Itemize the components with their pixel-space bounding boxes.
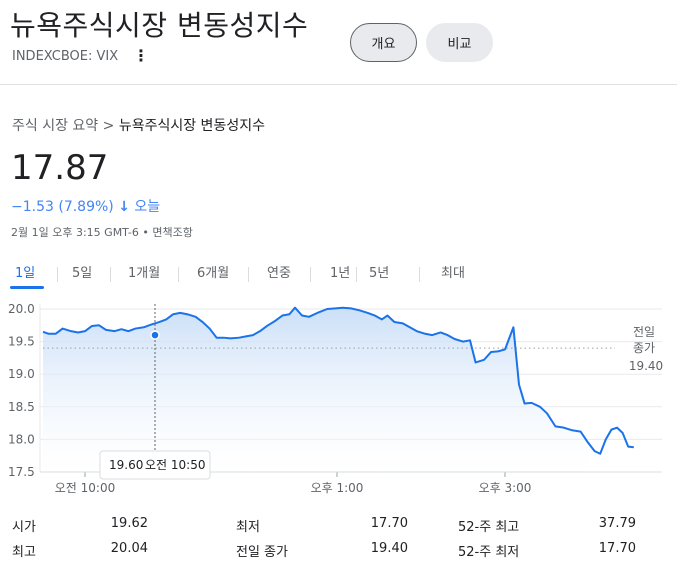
tab-7[interactable]: 최대 <box>441 266 465 281</box>
price-change: −1.53 (7.89%) ↓ 오늘 <box>11 196 160 216</box>
stat-label: 52-주 최저 <box>458 545 520 560</box>
page-title: 뉴욕주식시장 변동성지수 <box>10 9 309 42</box>
tab-separator <box>178 267 179 282</box>
range-tabs: 1일 5일 1개월 6개월 연중 1년 5년 최대 <box>0 262 677 288</box>
x-tick-label: 오후 1:00 <box>311 481 364 495</box>
x-tick-label: 오후 3:00 <box>479 481 532 495</box>
header-divider <box>0 84 677 85</box>
stat-label: 시가 <box>12 520 36 535</box>
previous-close-label: 전일 <box>633 325 655 339</box>
down-arrow-icon: ↓ <box>118 199 130 215</box>
y-tick-label: 17.5 <box>8 465 35 479</box>
stat-value: 17.70 <box>370 516 408 531</box>
active-tab-underline <box>10 286 44 289</box>
stat-label: 최저 <box>236 520 260 535</box>
tooltip-box <box>99 450 211 480</box>
tab-separator <box>110 267 111 282</box>
stat-value: 19.62 <box>110 516 148 531</box>
tab-separator <box>310 267 311 282</box>
stat-value: 20.04 <box>110 541 148 556</box>
previous-close-value: 19.40 <box>629 359 663 373</box>
tooltip-value: 19.60 <box>109 458 143 472</box>
stat-value: 17.70 <box>598 541 636 556</box>
y-tick-label: 18.0 <box>8 432 35 446</box>
stat-label: 52-주 최고 <box>458 520 520 535</box>
x-tick-label: 오전 10:00 <box>55 481 115 495</box>
breadcrumb: 주식 시장 요약 > 뉴욕주식시장 변동성지수 <box>12 115 265 135</box>
tab-1[interactable]: 5일 <box>72 266 93 281</box>
stat-label: 최고 <box>12 545 36 560</box>
crosshair-point <box>150 330 160 340</box>
tab-6[interactable]: 5년 <box>369 266 390 281</box>
previous-close-label: 종가 <box>633 341 655 355</box>
stat-label: 전일 종가 <box>236 545 288 560</box>
more-options-icon[interactable]: ⋮ <box>133 46 149 65</box>
compare-button[interactable]: 비교 <box>426 23 493 62</box>
area-fill <box>43 307 588 472</box>
breadcrumb-separator: > <box>102 118 115 134</box>
y-tick-label: 19.5 <box>8 335 35 349</box>
y-tick-label: 20.0 <box>8 302 35 316</box>
change-value: −1.53 (7.89%) <box>11 199 114 215</box>
price-line <box>42 306 634 455</box>
breadcrumb-parent[interactable]: 주식 시장 요약 <box>12 118 99 134</box>
tab-5[interactable]: 1년 <box>330 266 351 281</box>
overview-button[interactable]: 개요 <box>350 23 417 62</box>
tab-3[interactable]: 6개월 <box>197 266 230 281</box>
breadcrumb-current: 뉴욕주식시장 변동성지수 <box>118 118 265 134</box>
tab-2[interactable]: 1개월 <box>128 266 161 281</box>
tab-separator <box>419 267 420 282</box>
price-chart[interactable]: 20.0 19.5 19.0 18.5 18.0 17.5 오전 10:00 오후 1:00 오… <box>0 294 677 500</box>
change-period: 오늘 <box>134 199 161 215</box>
tab-separator <box>356 267 357 282</box>
stat-value: 37.79 <box>598 516 636 531</box>
stat-value: 19.40 <box>370 541 408 556</box>
tooltip-time: 오전 10:50 <box>145 458 205 472</box>
y-tick-label: 18.5 <box>8 400 35 414</box>
tab-separator <box>248 267 249 282</box>
tab-0[interactable]: 1일 <box>15 266 36 281</box>
ticker-symbol: INDEXCBOE: VIX <box>12 49 119 64</box>
y-tick-label: 19.0 <box>8 367 35 381</box>
tab-separator <box>57 267 58 282</box>
tab-4[interactable]: 연중 <box>267 266 291 281</box>
current-price: 17.87 <box>11 148 109 188</box>
timestamp: 2월 1일 오후 3:15 GMT-6 • 면책조항 <box>11 226 193 239</box>
